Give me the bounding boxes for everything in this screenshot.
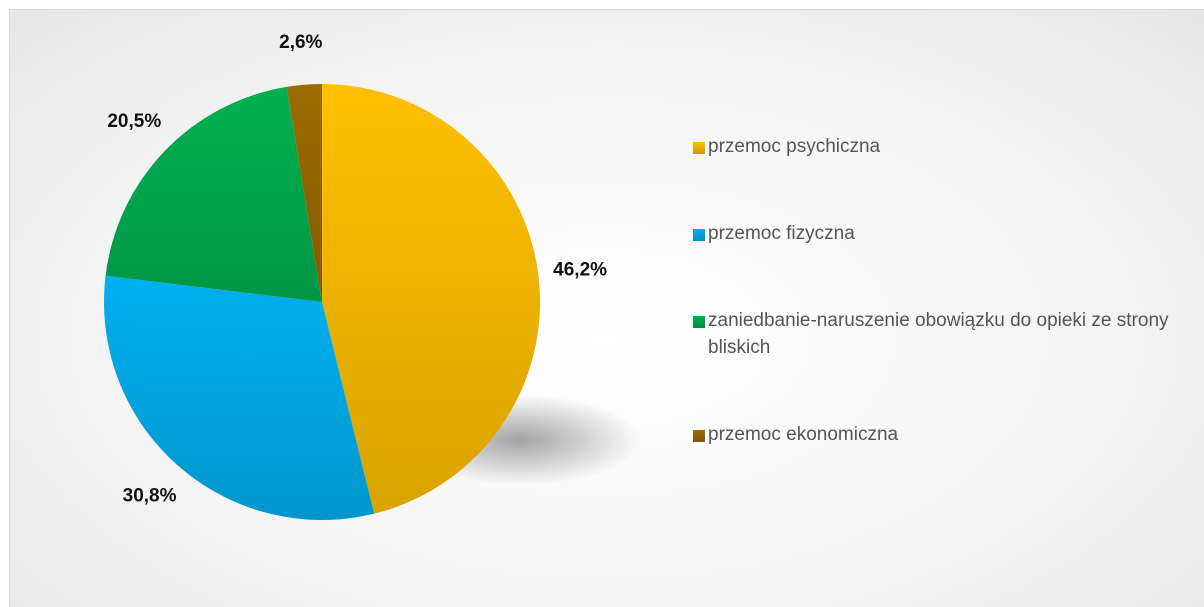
legend-label: przemoc fizyczna	[708, 223, 855, 244]
legend-item: przemoc fizyczna	[693, 220, 1198, 247]
pie-slice	[286, 84, 322, 302]
legend-swatch	[693, 142, 705, 154]
data-label: 20,5%	[107, 111, 161, 132]
legend-swatch	[693, 430, 705, 442]
legend-swatch	[693, 316, 705, 328]
legend-swatch	[693, 229, 705, 241]
data-label: 30,8%	[123, 486, 177, 507]
pie-slice	[105, 86, 322, 302]
legend-label: przemoc ekonomiczna	[708, 424, 899, 445]
legend-item: przemoc ekonomiczna	[693, 421, 1198, 448]
legend-label: przemoc psychiczna	[708, 136, 881, 157]
legend: przemoc psychiczna przemoc fizyczna zanied…	[693, 133, 1198, 508]
legend-item: zaniedbanie-naruszenie obowiązku do opie…	[693, 307, 1198, 361]
data-label: 46,2%	[553, 260, 607, 281]
legend-item: przemoc psychiczna	[693, 133, 1198, 160]
legend-label: zaniedbanie-naruszenie obowiązku do opie…	[708, 310, 1169, 358]
pie-slice	[322, 84, 540, 514]
data-label: 2,6%	[279, 32, 322, 53]
pie-slice	[103, 275, 375, 521]
